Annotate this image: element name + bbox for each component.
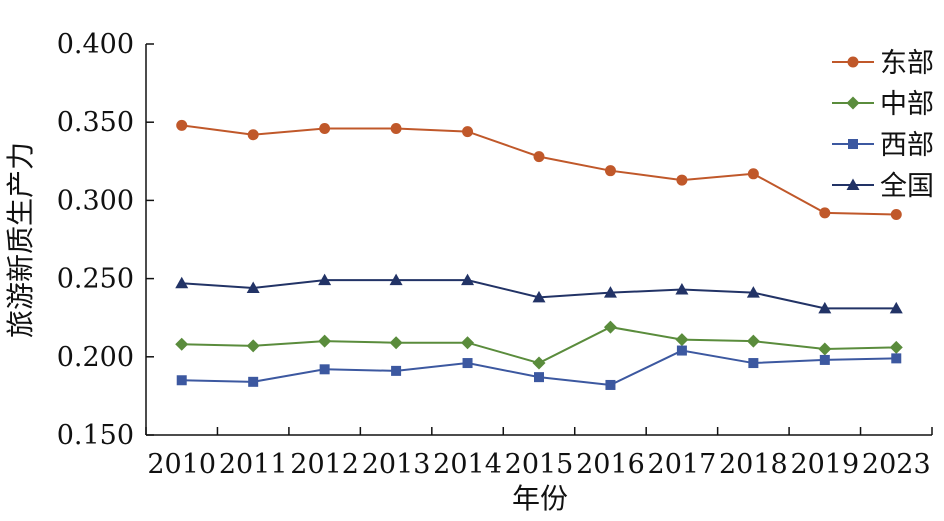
data-point xyxy=(604,165,616,177)
legend-marker xyxy=(847,56,859,68)
x-tick-label: 2010 xyxy=(147,449,216,480)
data-point xyxy=(603,286,617,298)
x-axis-title: 年份 xyxy=(512,482,568,515)
y-tick-label: 0.350 xyxy=(57,107,134,138)
data-point xyxy=(318,273,332,286)
data-point xyxy=(176,375,187,386)
data-point xyxy=(676,174,688,186)
legend-marker xyxy=(846,96,860,110)
x-tick-label: 2023 xyxy=(862,449,931,480)
data-point xyxy=(534,372,544,383)
data-point xyxy=(889,340,903,354)
data-point xyxy=(175,276,189,289)
legend-label: 中部 xyxy=(880,89,934,120)
legend-item: 全国 xyxy=(832,171,934,202)
data-point xyxy=(675,333,689,347)
series-4 xyxy=(175,273,903,314)
data-point xyxy=(890,208,902,220)
legend-item: 中部 xyxy=(832,89,934,120)
y-tick-label: 0.200 xyxy=(57,342,134,373)
data-point xyxy=(389,336,403,350)
series-2 xyxy=(175,320,903,370)
x-tick-label: 2011 xyxy=(219,449,288,480)
legend-marker xyxy=(846,178,860,190)
data-point xyxy=(390,122,402,134)
data-point xyxy=(818,342,832,356)
series-3 xyxy=(176,345,902,390)
y-tick-label: 0.150 xyxy=(57,420,134,451)
data-point xyxy=(605,379,616,390)
data-point xyxy=(391,365,402,376)
data-point xyxy=(462,126,474,138)
y-tick-label: 0.300 xyxy=(57,185,134,216)
data-point xyxy=(603,320,617,334)
series-1 xyxy=(176,119,902,220)
data-point xyxy=(247,129,259,141)
legend-label: 东部 xyxy=(880,48,934,79)
data-point xyxy=(461,336,475,350)
data-point xyxy=(746,286,760,298)
y-tick-label: 0.250 xyxy=(57,264,134,295)
data-point xyxy=(246,281,260,293)
data-point xyxy=(746,334,760,348)
data-point xyxy=(461,273,475,286)
x-tick-label: 2015 xyxy=(505,449,574,480)
data-point xyxy=(532,290,546,303)
x-axis-ticks: 2010 2011 2012 2013 2014 2015 2016 2017 2018 2019… xyxy=(145,427,933,480)
data-point xyxy=(248,376,259,387)
x-tick-label: 2013 xyxy=(362,449,431,480)
data-point xyxy=(818,301,832,314)
data-point xyxy=(747,168,759,180)
series-line xyxy=(181,124,897,216)
data-point xyxy=(246,339,260,353)
axes xyxy=(145,44,932,436)
legend-label: 西部 xyxy=(880,130,934,161)
x-tick-label: 2019 xyxy=(790,449,859,480)
data-point xyxy=(319,364,330,375)
data-point xyxy=(462,358,473,369)
y-tick-label: 0.400 xyxy=(57,29,134,60)
data-point xyxy=(319,122,331,134)
data-point xyxy=(675,283,689,295)
series-layer xyxy=(175,119,903,390)
legend-item: 西部 xyxy=(832,130,934,161)
data-point xyxy=(891,353,902,364)
legend-marker xyxy=(848,139,858,149)
x-tick-label: 2017 xyxy=(648,449,717,480)
data-point xyxy=(748,358,759,369)
data-point xyxy=(889,301,903,314)
data-point xyxy=(389,273,403,286)
x-tick-label: 2012 xyxy=(290,449,359,480)
data-point xyxy=(318,334,332,348)
y-axis-ticks: 0.150 0.200 0.250 0.300 0.350 0.400 xyxy=(57,29,154,451)
x-tick-label: 2014 xyxy=(433,449,502,480)
data-point xyxy=(533,151,545,163)
x-tick-label: 2016 xyxy=(576,449,645,480)
data-point xyxy=(819,354,830,365)
data-point xyxy=(819,207,831,219)
x-tick-label: 2018 xyxy=(719,449,788,480)
data-point xyxy=(532,356,546,370)
data-point xyxy=(676,345,687,356)
y-axis-title: 旅游新质生产力 xyxy=(4,142,37,338)
data-point xyxy=(176,119,188,131)
legend-item: 东部 xyxy=(832,48,934,79)
legend-label: 全国 xyxy=(880,171,934,202)
data-point xyxy=(175,337,189,351)
